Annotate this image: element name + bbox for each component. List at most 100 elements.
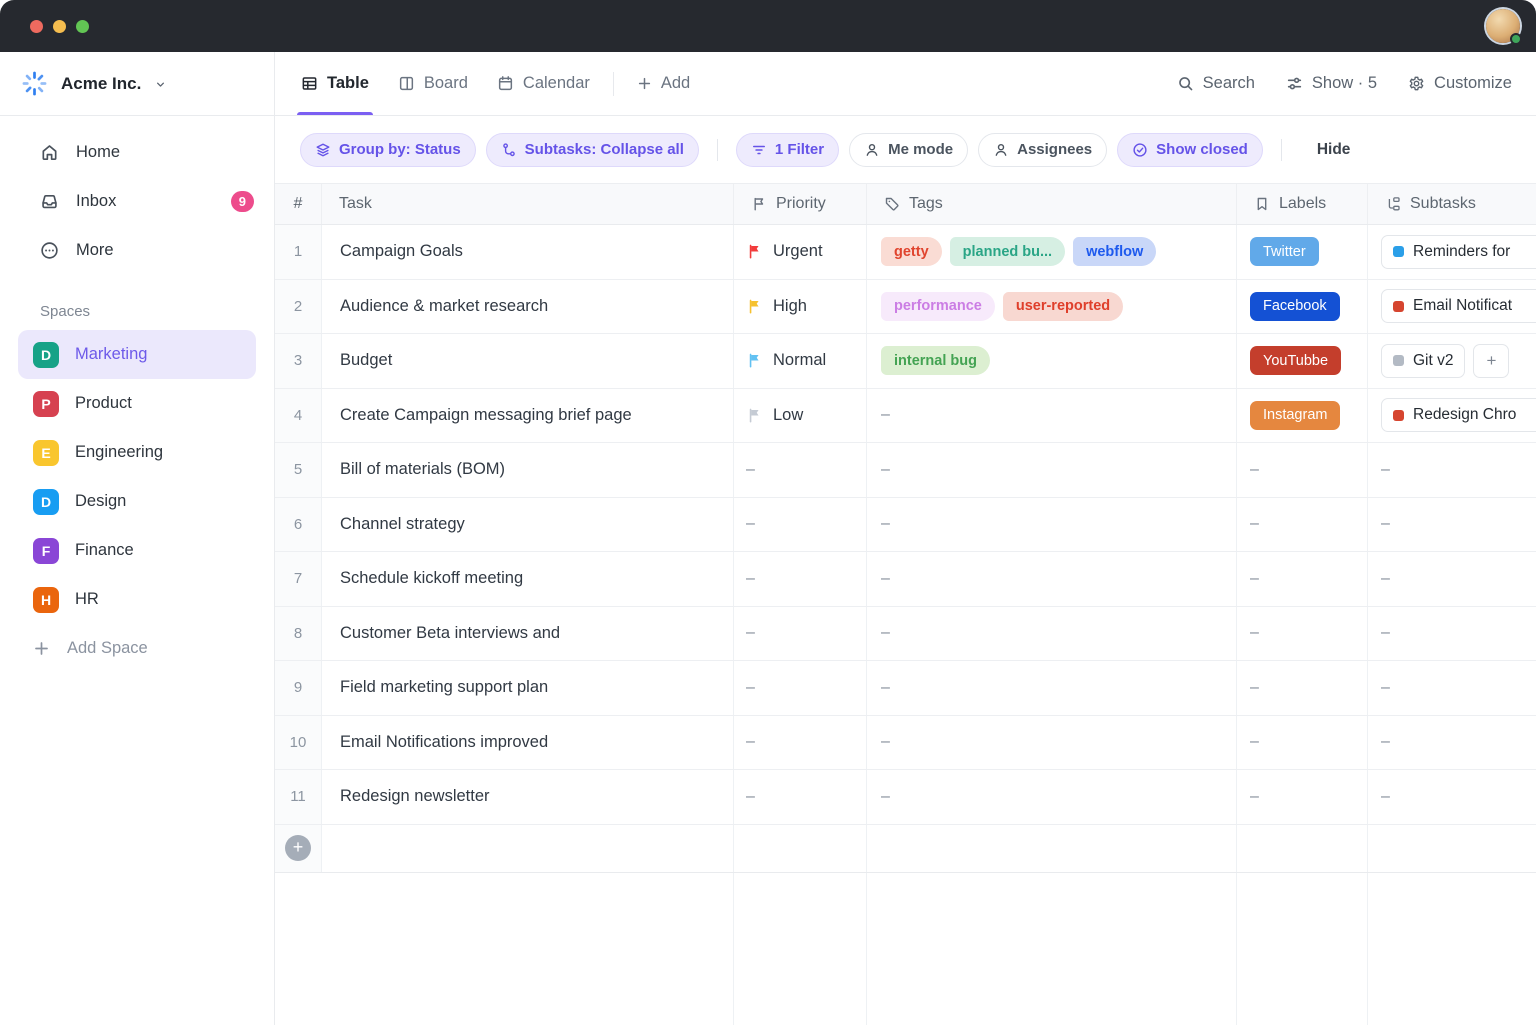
priority-cell[interactable]: Normal — [734, 334, 867, 388]
subtasks-cell[interactable]: – — [1368, 443, 1536, 497]
workspace-switcher[interactable]: Acme Inc. — [0, 52, 274, 116]
sidebar-space-marketing[interactable]: D Marketing — [18, 330, 256, 379]
add-subtask-chip[interactable]: + — [1473, 343, 1510, 378]
customize-button[interactable]: Customize — [1408, 74, 1512, 93]
labels-cell[interactable]: – — [1237, 497, 1368, 551]
add-task-button[interactable]: + — [285, 835, 311, 861]
tags-cell[interactable]: – — [867, 606, 1237, 660]
subtasks-cell[interactable]: – — [1368, 770, 1536, 824]
subtask-chip[interactable]: Reminders for — [1381, 234, 1536, 269]
sidebar-space-hr[interactable]: H HR — [18, 575, 256, 624]
tags-cell[interactable]: – — [867, 715, 1237, 769]
sidebar-space-design[interactable]: D Design — [18, 477, 256, 526]
label-pill[interactable]: Instagram — [1250, 400, 1341, 430]
minimize-window-button[interactable] — [53, 19, 66, 33]
tag-pill[interactable]: webflow — [1073, 237, 1157, 267]
show-button[interactable]: Show · 5 — [1286, 74, 1377, 93]
column-header-num[interactable]: # — [275, 184, 322, 224]
task-name-cell[interactable]: Audience & market research — [322, 279, 734, 333]
task-name-cell[interactable]: Create Campaign messaging brief page — [322, 388, 734, 442]
column-header-tags[interactable]: Tags — [867, 184, 1237, 224]
task-name-cell[interactable]: Email Notifications improved — [322, 715, 734, 769]
sidebar-space-engineering[interactable]: E Engineering — [18, 428, 256, 477]
priority-cell[interactable]: – — [734, 606, 867, 660]
subtasks-cell[interactable]: Git v2 + — [1368, 334, 1536, 388]
labels-cell[interactable]: YouTubbe — [1237, 334, 1368, 388]
priority-cell[interactable]: – — [734, 661, 867, 715]
tag-pill[interactable]: internal bug — [881, 346, 990, 376]
priority-cell[interactable]: – — [734, 443, 867, 497]
subtask-chip[interactable]: Email Notificat — [1381, 289, 1536, 324]
tags-cell[interactable]: – — [867, 770, 1237, 824]
tags-cell[interactable]: – — [867, 443, 1237, 497]
tags-cell[interactable]: – — [867, 388, 1237, 442]
task-name-cell[interactable]: Bill of materials (BOM) — [322, 443, 734, 497]
task-name-cell[interactable]: Field marketing support plan — [322, 661, 734, 715]
hide-button[interactable]: Hide — [1316, 140, 1351, 158]
group-by-status-pill[interactable]: Group by: Status — [300, 132, 476, 167]
column-header-labels[interactable]: Labels — [1237, 184, 1368, 224]
1-filter-pill[interactable]: 1 Filter — [735, 132, 840, 167]
labels-cell[interactable]: – — [1237, 661, 1368, 715]
tag-pill[interactable]: user-reported — [1002, 291, 1124, 321]
labels-cell[interactable]: – — [1237, 552, 1368, 606]
labels-cell[interactable]: Twitter — [1237, 225, 1368, 279]
sidebar-space-finance[interactable]: F Finance — [18, 526, 256, 575]
search-button[interactable]: Search — [1177, 74, 1255, 93]
tab-calendar[interactable]: Calendar — [497, 52, 590, 115]
subtasks-cell[interactable]: – — [1368, 607, 1536, 661]
priority-cell[interactable]: High — [734, 279, 867, 333]
assignees-pill[interactable]: Assignees — [978, 132, 1108, 167]
tags-cell[interactable]: – — [867, 661, 1237, 715]
tags-cell[interactable]: – — [867, 497, 1237, 551]
subtasks-cell[interactable]: Email Notificat — [1368, 280, 1536, 334]
labels-cell[interactable]: Facebook — [1237, 279, 1368, 333]
priority-cell[interactable]: – — [734, 770, 867, 824]
subtasks-cell[interactable]: – — [1368, 552, 1536, 606]
task-name-cell[interactable]: Budget — [322, 334, 734, 388]
task-name-cell[interactable]: Channel strategy — [322, 497, 734, 551]
labels-cell[interactable]: – — [1237, 770, 1368, 824]
labels-cell[interactable]: – — [1237, 606, 1368, 660]
label-pill[interactable]: Facebook — [1250, 291, 1340, 321]
tag-pill[interactable]: performance — [881, 291, 995, 321]
sidebar-item-inbox[interactable]: Inbox 9 — [0, 177, 274, 226]
subtasks-collapse-all-pill[interactable]: Subtasks: Collapse all — [485, 132, 699, 167]
subtasks-cell[interactable]: – — [1368, 716, 1536, 770]
subtasks-cell[interactable]: – — [1368, 661, 1536, 715]
priority-cell[interactable]: – — [734, 715, 867, 769]
column-header-task[interactable]: Task — [322, 184, 734, 224]
tab-board[interactable]: Board — [398, 52, 468, 115]
column-header-subtasks[interactable]: Subtasks — [1368, 184, 1536, 224]
me-mode-pill[interactable]: Me mode — [849, 132, 969, 167]
tags-cell[interactable]: performance user-reported — [867, 279, 1237, 333]
tag-pill[interactable]: planned bu... — [949, 237, 1066, 267]
label-pill[interactable]: YouTubbe — [1250, 346, 1342, 376]
subtask-chip[interactable]: Git v2 — [1381, 343, 1466, 378]
zoom-window-button[interactable] — [76, 19, 89, 33]
show-closed-pill[interactable]: Show closed — [1117, 132, 1263, 167]
priority-cell[interactable]: – — [734, 497, 867, 551]
labels-cell[interactable]: Instagram — [1237, 388, 1368, 442]
subtask-chip[interactable]: Redesign Chro — [1381, 398, 1536, 433]
user-avatar[interactable] — [1486, 9, 1522, 45]
subtasks-cell[interactable]: – — [1368, 498, 1536, 552]
close-window-button[interactable] — [30, 19, 43, 33]
column-header-priority[interactable]: Priority — [734, 184, 867, 224]
tags-cell[interactable]: – — [867, 552, 1237, 606]
sidebar-space-product[interactable]: P Product — [18, 379, 256, 428]
labels-cell[interactable]: – — [1237, 443, 1368, 497]
priority-cell[interactable]: Low — [734, 388, 867, 442]
sidebar-item-more[interactable]: More — [0, 226, 274, 275]
add-view-button[interactable]: Add — [637, 52, 690, 115]
subtasks-cell[interactable]: Redesign Chro — [1368, 389, 1536, 443]
task-name-cell[interactable]: Schedule kickoff meeting — [322, 552, 734, 606]
label-pill[interactable]: Twitter — [1250, 237, 1319, 267]
priority-cell[interactable]: – — [734, 552, 867, 606]
task-name-cell[interactable]: Redesign newsletter — [322, 770, 734, 824]
labels-cell[interactable]: – — [1237, 715, 1368, 769]
tab-table[interactable]: Table — [297, 52, 373, 115]
sidebar-item-home[interactable]: Home — [0, 128, 274, 177]
task-name-cell[interactable]: Campaign Goals — [322, 225, 734, 279]
tags-cell[interactable]: internal bug — [867, 334, 1237, 388]
